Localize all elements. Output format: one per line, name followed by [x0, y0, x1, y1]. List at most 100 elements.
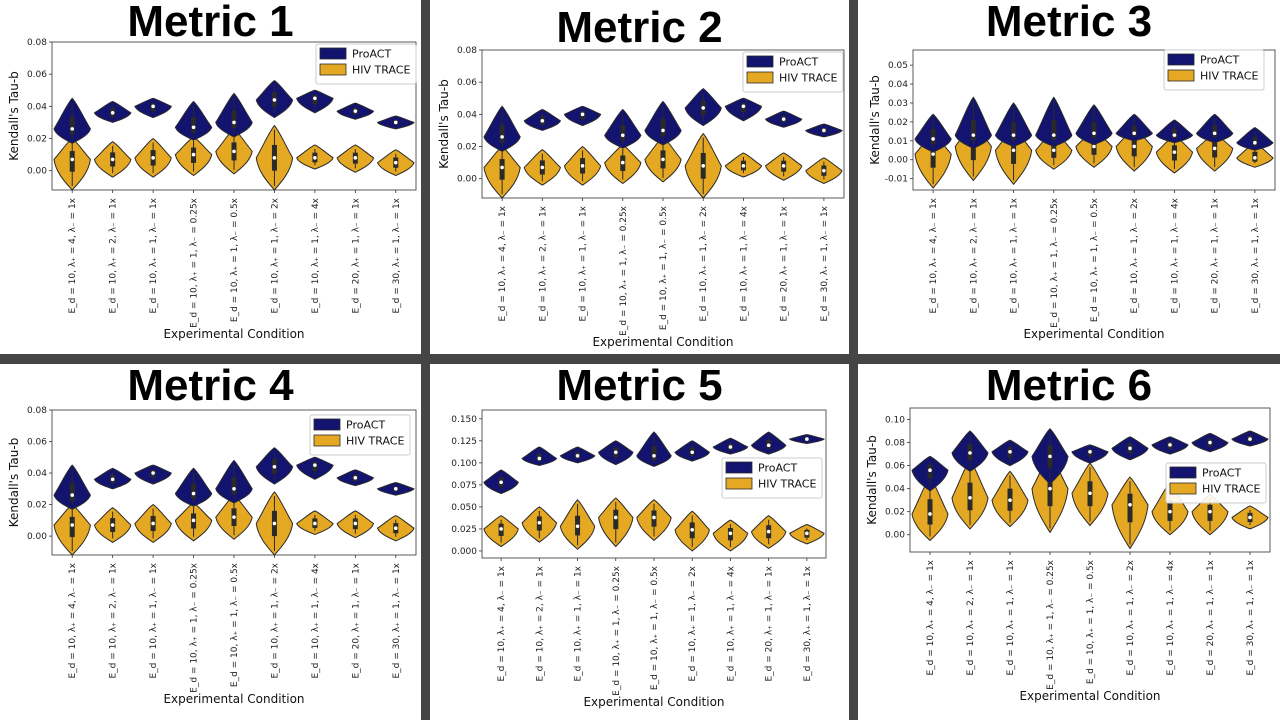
hiv-violin-median [151, 521, 155, 526]
hiv-violin-median [1092, 144, 1096, 149]
y-tick-label: 0.03 [888, 99, 908, 109]
legend-label: ProACT [779, 56, 818, 69]
proact-violin-median [1088, 449, 1092, 454]
legend-swatch [1169, 466, 1197, 479]
hiv-violin-median [613, 515, 618, 520]
proact-violin-median [1248, 437, 1252, 441]
x-tick-label: E_d = 30, λ₊ = 1, λ₋ = 1x [392, 197, 402, 313]
hiv-violin-box [499, 159, 505, 180]
hiv-violin-median [499, 527, 503, 531]
hiv-violin-median [393, 160, 398, 165]
hiv-violin-median [822, 168, 826, 173]
proact-violin-median [575, 454, 580, 458]
panel-metric-5: Metric 5 0.000 0.025 0.050 0.075 0.100 0.125 0… [430, 364, 849, 720]
hiv-violin-median [766, 529, 771, 534]
proact-violin-median [781, 117, 786, 121]
proact-violin-median [500, 135, 504, 139]
hiv-violin-median [1048, 486, 1052, 491]
x-tick-label: E_d = 10, λ₊ = 2, λ₋ = 1x [538, 205, 548, 321]
proact-violin-median [1051, 133, 1056, 137]
hiv-violin-box [69, 151, 75, 172]
hiv-violin-median [151, 156, 155, 160]
proact-violin-box [231, 477, 237, 495]
proact-violin-box [660, 118, 666, 137]
proact-violin-median [232, 487, 236, 491]
y-tick-label: 0.04 [27, 102, 47, 112]
proact-violin-median [1008, 449, 1012, 454]
y-tick-label: 0.075 [451, 481, 477, 491]
x-tick-label: E_d = 10, λ₊ = 1, λ₋ = 2x [1130, 197, 1140, 313]
proact-violin-median [968, 451, 972, 455]
x-tick-label: E_d = 10, λ₊ = 2, λ₋ = 1x [109, 562, 119, 678]
x-tick-label: E_d = 10, λ₊ = 1, λ₋ = 1x [149, 197, 159, 313]
panel-metric-6: Metric 6 0.00 0.02 0.04 0.06 0.08 0.10 Kendall… [858, 364, 1280, 720]
y-axis-label: Kendall's Tau-b [865, 435, 879, 525]
proact-violin-median [499, 480, 503, 485]
y-tick-label: 0.04 [457, 110, 477, 120]
legend-swatch [1167, 53, 1195, 66]
y-tick-label: 0.02 [457, 143, 477, 153]
y-tick-label: 0.125 [451, 437, 477, 447]
y-tick-label: 0.04 [885, 485, 905, 495]
hiv-violin-median [968, 496, 972, 500]
legend-label: HIV TRACE [779, 72, 837, 85]
hiv-violin-median [70, 157, 75, 162]
legend-swatch [313, 434, 341, 447]
y-tick-label: 0.08 [885, 439, 905, 449]
legend-label: ProACT [1202, 467, 1241, 480]
proact-violin-median [313, 463, 317, 467]
y-tick-label: 0.08 [457, 46, 477, 56]
x-tick-label: E_d = 10, λ₊ = 1, λ₋ = 0.5x [230, 562, 240, 687]
proact-violin-median [1253, 140, 1257, 145]
hiv-violin-box [1047, 474, 1053, 507]
proact-violin-median [70, 127, 75, 131]
panel-title: Metric 6 [985, 364, 1153, 410]
x-tick-label: E_d = 10, λ₊ = 1, λ₋ = 4x [311, 562, 321, 678]
hiv-violin-median [313, 521, 317, 526]
hiv-violin-median [1172, 150, 1177, 154]
proact-violin-median [537, 456, 542, 461]
hiv-violin-median [781, 164, 786, 168]
hiv-violin-box [930, 145, 936, 168]
y-tick-label: 0.08 [27, 406, 47, 416]
hiv-violin-box [927, 499, 933, 525]
proact-violin-median [613, 450, 618, 455]
hiv-violin-box [613, 509, 619, 530]
x-tick-label: E_d = 10, λ₊ = 2, λ₋ = 1x [535, 565, 545, 681]
legend-swatch [725, 461, 753, 474]
hiv-violin-median [70, 523, 75, 527]
x-axis-label: Experimental Condition [592, 335, 733, 349]
y-tick-label: 0.00 [888, 156, 908, 166]
hiv-violin-median [272, 521, 277, 526]
y-axis-label: Kendall's Tau-b [7, 71, 21, 161]
proact-violin-box [1051, 120, 1057, 140]
legend-swatch [746, 71, 774, 84]
hiv-violin-median [393, 526, 398, 531]
x-tick-label: E_d = 30, λ₊ = 1, λ₋ = 1x [1246, 559, 1256, 675]
legend-label: HIV TRACE [1202, 483, 1260, 496]
proact-violin-median [232, 120, 236, 125]
proact-violin-median [1212, 131, 1217, 136]
x-tick-label: E_d = 20, λ₊ = 1, λ₋ = 1x [1211, 197, 1221, 313]
hiv-violin-median [1208, 509, 1212, 514]
hiv-violin-median [191, 152, 196, 157]
hiv-violin-median [1132, 144, 1137, 149]
hiv-violin-median [110, 523, 115, 527]
hiv-violin-median [272, 156, 277, 160]
proact-violin-box [499, 124, 505, 143]
proact-violin-box [1091, 121, 1097, 138]
violin-chart: 0.00 0.02 0.04 0.06 0.08 Kendall's Tau-b E_d =… [7, 38, 417, 341]
proact-violin-median [70, 493, 75, 497]
x-tick-label: E_d = 10, λ₊ = 1, λ₋ = 0.5x [650, 565, 660, 690]
x-tick-label: E_d = 10, λ₊ = 1, λ₋ = 0.25x [619, 205, 629, 336]
proact-violin-median [1208, 440, 1212, 445]
y-tick-label: 0.00 [27, 167, 47, 177]
hiv-violin-median [575, 524, 580, 529]
proact-violin-median [1128, 446, 1132, 451]
proact-violin-box [69, 116, 75, 135]
x-tick-label: E_d = 10, λ₊ = 1, λ₋ = 2x [270, 197, 280, 313]
proact-violin-median [540, 118, 545, 123]
proact-violin-median [1011, 133, 1016, 137]
y-axis-label: Kendall's Tau-b [868, 75, 882, 165]
proact-violin-median [313, 96, 317, 101]
